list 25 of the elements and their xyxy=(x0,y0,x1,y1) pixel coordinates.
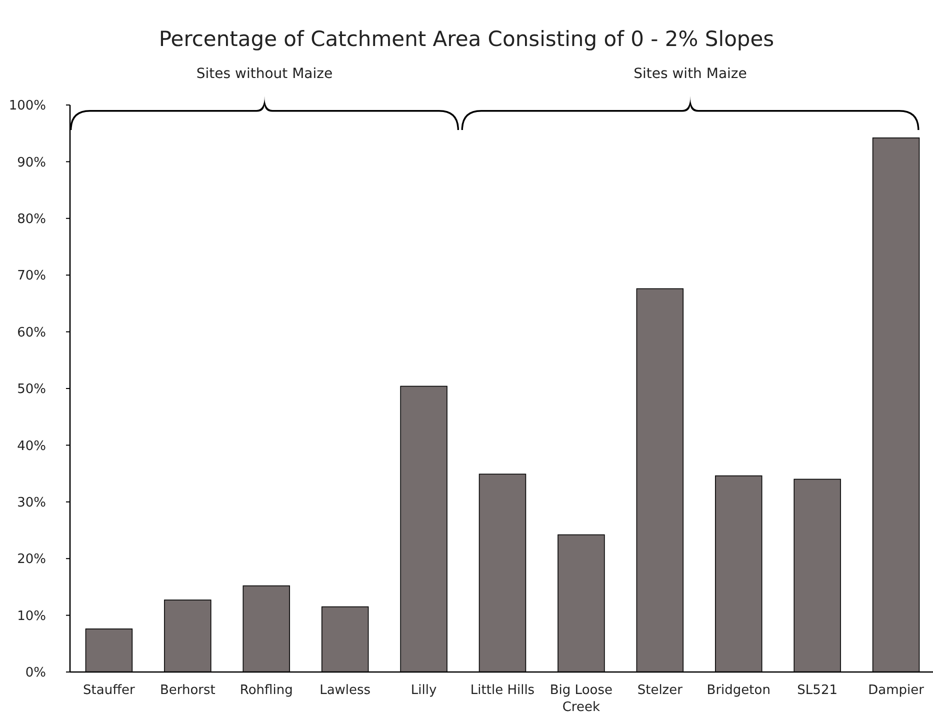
x-tick-label: Stauffer xyxy=(83,683,136,698)
x-tick-label: Berhorst xyxy=(160,683,216,698)
x-tick-label: Bridgeton xyxy=(706,683,770,698)
x-tick-label: Lilly xyxy=(410,683,437,698)
y-tick-label: 30% xyxy=(17,495,46,510)
y-tick-label: 10% xyxy=(17,608,46,624)
y-tick-label: 60% xyxy=(17,325,46,340)
text: Sites without Maize xyxy=(196,66,333,82)
x-tick-label: SL521 xyxy=(797,683,838,698)
y-tick-label: 100% xyxy=(8,98,46,114)
y-tick-label: 20% xyxy=(17,552,46,568)
x-tick-label: Stelzer xyxy=(637,683,684,698)
chart-title: Percentage of Catchment Area Consisting of 0 - 2% Slopes xyxy=(158,27,774,51)
y-tick-label: 70% xyxy=(17,268,46,284)
x-tick-label: Dampier xyxy=(868,683,925,698)
y-tick-label: 80% xyxy=(17,212,46,227)
y-tick-label: 90% xyxy=(17,155,46,170)
y-tick-label: 40% xyxy=(17,438,46,454)
x-tick-label: Lawless xyxy=(320,683,371,698)
text: Sites with Maize xyxy=(634,66,747,82)
y-tick-label: 0% xyxy=(25,666,46,681)
x-tick-label: Big Loose Creek xyxy=(550,683,613,715)
x-tick-label: Little Hills xyxy=(470,683,535,698)
x-tick-label: Rohfling xyxy=(240,683,293,698)
y-tick-label: 50% xyxy=(17,382,46,398)
